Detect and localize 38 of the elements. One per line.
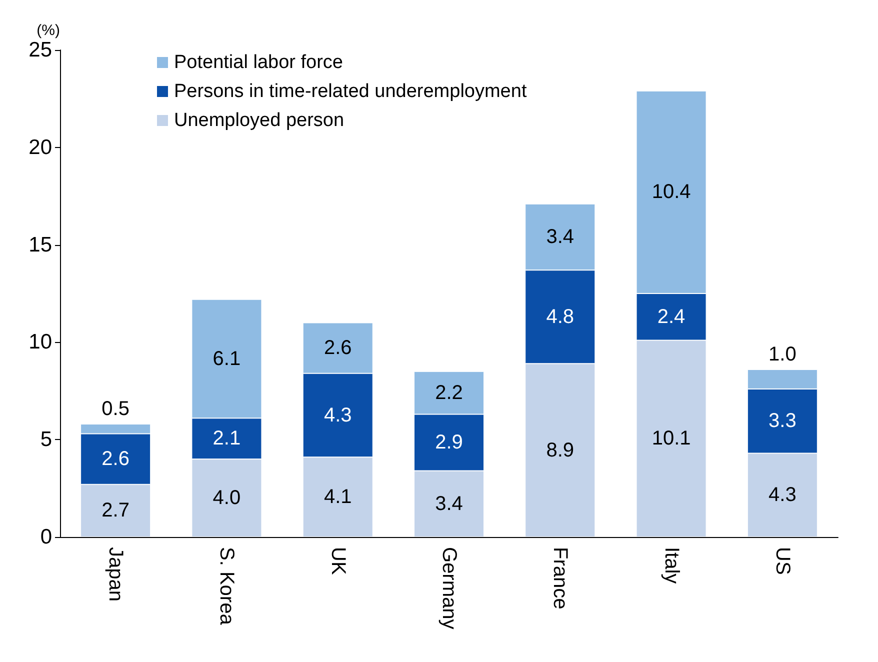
x-tick-label: UK bbox=[326, 547, 349, 576]
data-label: 6.1 bbox=[212, 348, 241, 370]
data-label: 10.4 bbox=[652, 181, 691, 204]
data-label: 8.9 bbox=[546, 439, 574, 462]
legend-label: Persons in time-related underemployment bbox=[174, 81, 528, 102]
data-label: 2.1 bbox=[212, 428, 241, 450]
data-label: 2.4 bbox=[657, 306, 686, 328]
x-tick-label: Germany bbox=[438, 547, 460, 630]
y-tick-label: 15 bbox=[28, 233, 52, 256]
y-tick-label: 0 bbox=[40, 526, 52, 548]
x-tick-label: Japan bbox=[104, 547, 127, 602]
data-label: 4.3 bbox=[324, 404, 352, 426]
y-axis-title: (%) bbox=[36, 22, 60, 39]
data-label: 10.1 bbox=[652, 428, 691, 450]
data-label: 3.4 bbox=[435, 492, 463, 515]
x-tick-label: France bbox=[549, 547, 572, 610]
data-label: 2.9 bbox=[435, 432, 463, 454]
x-tick-label: US bbox=[771, 547, 794, 575]
data-label: 4.8 bbox=[546, 306, 574, 328]
y-tick-label: 25 bbox=[28, 38, 52, 62]
data-label: 3.3 bbox=[768, 410, 796, 432]
x-tick-label: S. Korea bbox=[216, 547, 238, 626]
legend-label: Unemployed person bbox=[174, 110, 344, 131]
legend-label: Potential labor force bbox=[174, 52, 343, 73]
data-label: 2.7 bbox=[102, 500, 130, 522]
data-label: 3.4 bbox=[546, 226, 574, 248]
data-label: 4.3 bbox=[768, 484, 796, 506]
data-label: 2.6 bbox=[324, 337, 352, 360]
data-label: 1.0 bbox=[768, 343, 796, 366]
data-label: 2.2 bbox=[435, 382, 463, 404]
x-tick-label: Italy bbox=[660, 547, 682, 584]
y-tick-label: 20 bbox=[28, 136, 52, 159]
data-label: 4.0 bbox=[212, 487, 241, 510]
data-label: 4.1 bbox=[324, 486, 352, 508]
data-label: 0.5 bbox=[102, 398, 130, 420]
data-label: 2.6 bbox=[102, 448, 130, 470]
y-tick-label: 5 bbox=[40, 428, 52, 452]
y-tick-label: 10 bbox=[28, 330, 52, 354]
